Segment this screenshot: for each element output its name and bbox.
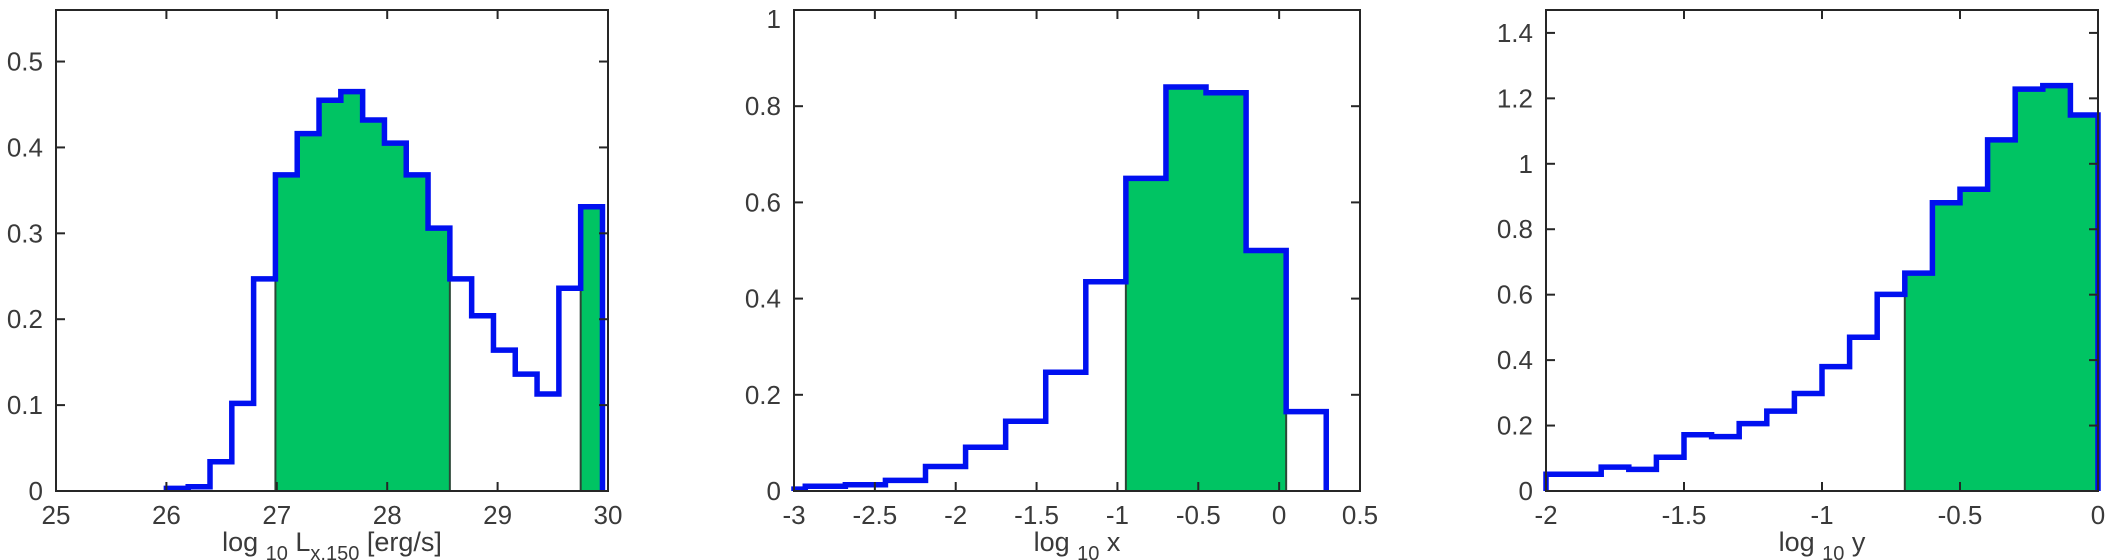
x-axis-label: log 10 y bbox=[1779, 527, 1866, 560]
x-tick-label: 28 bbox=[373, 500, 402, 530]
x-tick-label: 0 bbox=[2091, 500, 2105, 530]
axis-box bbox=[793, 9, 1361, 492]
histogram-svg-left: 25 26 27 28 29 30 0 0.1 0.2 0.3 0.4 0.5 log 10 Lx,15… bbox=[7, 9, 623, 560]
histogram-panel-right: -2 -1.5 -1 -0.5 0 0 0.2 0.4 0.6 0.8 1 1.2 1.4 log 10 … bbox=[1417, 0, 2125, 560]
y-tick-label: 0.4 bbox=[7, 132, 43, 162]
y-tick-label: 0.6 bbox=[745, 187, 781, 217]
y-tick-label: 0.4 bbox=[745, 284, 781, 314]
y-tick-label: 1.4 bbox=[1497, 18, 1533, 48]
x-tick-label: 29 bbox=[483, 500, 512, 530]
y-tick-label: 0.2 bbox=[1497, 411, 1533, 441]
axis-box bbox=[55, 9, 609, 492]
histogram-svg-middle: -3 -2.5 -2 -1.5 -1 -0.5 0 0.5 0 0.2 0.4 0.6 0.8 1 log … bbox=[745, 4, 1378, 560]
y-tick-label: 0.2 bbox=[7, 304, 43, 334]
y-tick-label: 0.2 bbox=[745, 380, 781, 410]
y-tick-label: 0.1 bbox=[7, 390, 43, 420]
credible-region-fill bbox=[1903, 84, 2099, 492]
x-axis-label: log 10 Lx,150 [erg/s] bbox=[222, 527, 442, 560]
histogram-outline bbox=[1543, 82, 2101, 491]
x-tick-label: -2.5 bbox=[852, 500, 897, 530]
y-tick-label: 0.3 bbox=[7, 218, 43, 248]
x-tick-label: -1 bbox=[1106, 500, 1129, 530]
x-tick-label: -1.5 bbox=[1014, 500, 1059, 530]
x-tick-label: 30 bbox=[594, 500, 623, 530]
credible-region-fill bbox=[274, 90, 451, 492]
y-tick-label: 0.8 bbox=[745, 91, 781, 121]
histogram-svg-right: -2 -1.5 -1 -0.5 0 0 0.2 0.4 0.6 0.8 1 1.2 1.4 log 10 … bbox=[1497, 9, 2105, 560]
histogram-outline bbox=[791, 84, 1329, 492]
histogram-panel-middle: -3 -2.5 -2 -1.5 -1 -0.5 0 0.5 0 0.2 0.4 0.6 0.8 1 log … bbox=[708, 0, 1417, 560]
x-tick-label: 0.5 bbox=[1342, 500, 1378, 530]
x-tick-label: 25 bbox=[42, 500, 71, 530]
x-tick-label: -2 bbox=[1534, 500, 1557, 530]
histogram-outline bbox=[163, 88, 606, 492]
x-tick-label: -0.5 bbox=[1938, 500, 1983, 530]
x-tick-label: -3 bbox=[782, 500, 805, 530]
y-tick-label: 1.2 bbox=[1497, 83, 1533, 113]
x-tick-label: 0 bbox=[1272, 500, 1286, 530]
x-tick-label: -2 bbox=[944, 500, 967, 530]
x-tick-label: -1.5 bbox=[1662, 500, 1707, 530]
y-tick-label: 0 bbox=[1519, 476, 1533, 506]
y-tick-label: 0 bbox=[767, 476, 781, 506]
y-tick-label: 0.4 bbox=[1497, 345, 1533, 375]
x-tick-label: -1 bbox=[1810, 500, 1833, 530]
x-tick-label: 27 bbox=[262, 500, 291, 530]
x-axis-label: log 10 x bbox=[1034, 527, 1121, 560]
credible-region-fill bbox=[579, 205, 604, 492]
y-tick-label: 1 bbox=[1519, 149, 1533, 179]
y-tick-label: 0.5 bbox=[7, 47, 43, 77]
y-tick-label: 1 bbox=[767, 4, 781, 34]
x-tick-label: -0.5 bbox=[1176, 500, 1221, 530]
x-tick-label: 26 bbox=[152, 500, 181, 530]
y-tick-label: 0 bbox=[29, 476, 43, 506]
y-tick-label: 0.8 bbox=[1497, 214, 1533, 244]
credible-region-fill bbox=[1124, 85, 1288, 492]
histogram-panel-left: 25 26 27 28 29 30 0 0.1 0.2 0.3 0.4 0.5 log 10 Lx,15… bbox=[0, 0, 708, 560]
y-tick-label: 0.6 bbox=[1497, 280, 1533, 310]
